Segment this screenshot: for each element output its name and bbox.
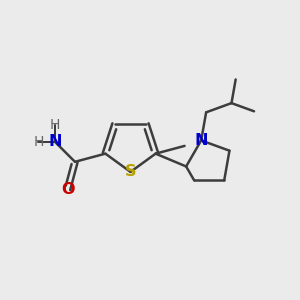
Text: S: S — [125, 164, 136, 179]
Text: H: H — [50, 118, 60, 132]
Text: N: N — [194, 133, 208, 148]
Text: O: O — [61, 182, 74, 197]
Text: N: N — [48, 134, 61, 149]
Text: H: H — [33, 135, 44, 149]
